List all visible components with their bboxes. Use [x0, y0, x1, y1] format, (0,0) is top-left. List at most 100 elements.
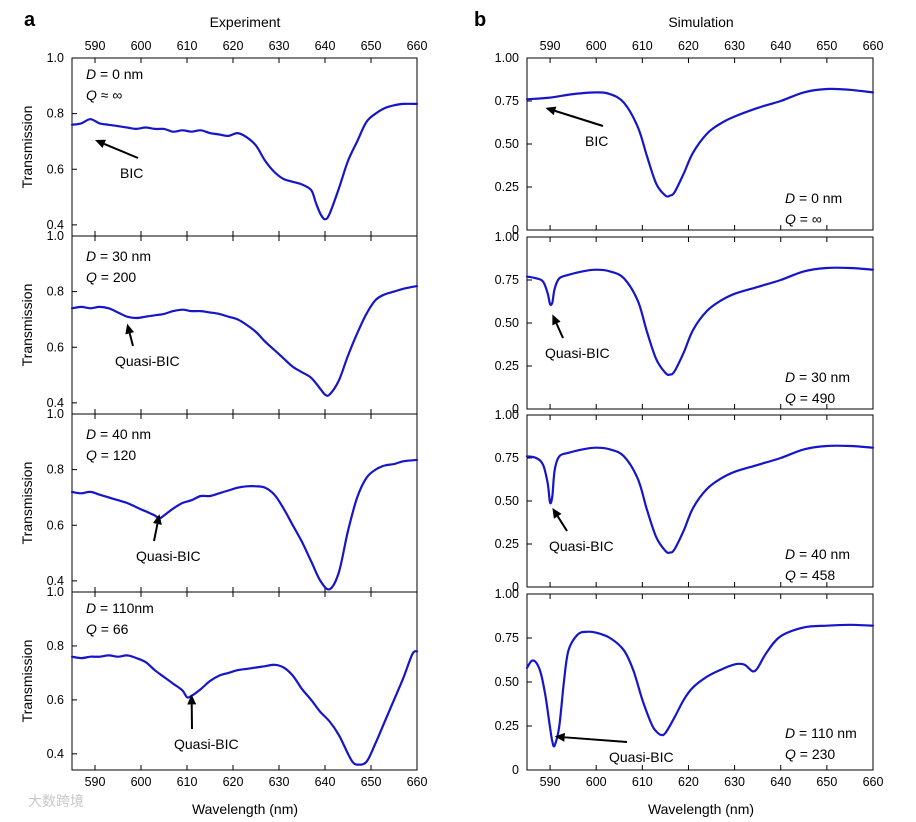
y-tick-label: 0.4: [47, 218, 64, 232]
q-value: ≈ ∞: [97, 87, 122, 103]
y-axis-label: Transmission: [19, 640, 35, 723]
q-symbol: Q: [86, 447, 97, 463]
q-annotation: Q = 66: [86, 621, 129, 637]
pointer-arrow: [564, 736, 628, 743]
d-annotation: D = 0 nm: [86, 66, 143, 82]
panel-exp-1: 0.4 0.6 0.8 1.0 Transmission D = 30 nm Q = 200…: [19, 229, 419, 415]
spectrum-line: [70, 458, 419, 591]
q-value: = 458: [796, 567, 836, 583]
x-tick-label: 610: [632, 39, 653, 53]
panels-container: 0.4 0.6 0.8 1.0 590 600 610 620 630 640 650 660 Tran…: [19, 39, 883, 789]
y-tick-label: 0.75: [495, 273, 519, 287]
arrow-head: [125, 323, 135, 335]
watermark: 大数跨境: [28, 794, 84, 810]
q-symbol: Q: [785, 211, 796, 227]
y-tick-label: 0.8: [47, 639, 64, 653]
y-tick-label: 1.0: [47, 51, 64, 65]
d-symbol: D: [86, 600, 96, 616]
x-tick-label: 600: [131, 775, 152, 789]
y-tick-label: 0.6: [47, 518, 64, 532]
y-tick-label: 0.6: [47, 693, 64, 707]
pointer-arrow: [128, 333, 134, 347]
x-tick-label: 660: [407, 775, 428, 789]
d-value: = 0 nm: [96, 66, 143, 82]
x-tick-label: 660: [863, 775, 884, 789]
spectrum-line: [70, 650, 419, 766]
panel-exp-3: 0.4 0.6 0.8 1.0 590 600 610 620 630 640 650 660 Tran…: [19, 585, 427, 789]
y-tick-label: 0.6: [47, 340, 64, 354]
d-symbol: D: [785, 546, 795, 562]
d-annotation: D = 0 nm: [785, 190, 842, 206]
spectrum-line: [525, 623, 875, 748]
y-axis-label: Transmission: [19, 106, 35, 189]
q-annotation: Q = 200: [86, 269, 136, 285]
arrow-label: Quasi-BIC: [545, 345, 610, 361]
d-value: = 110 nm: [795, 725, 857, 741]
q-value: = 66: [97, 621, 129, 637]
d-value: = 30 nm: [795, 369, 850, 385]
q-symbol: Q: [785, 746, 796, 762]
x-tick-label: 600: [586, 39, 607, 53]
y-tick-label: 1.00: [495, 587, 519, 601]
panel-sim-1: 0 0.25 0.50 0.75 1.00 D = 30 nm Q = 490 Quasi-B…: [495, 230, 875, 416]
y-axis-label: Transmission: [19, 284, 35, 367]
x-tick-label: 620: [223, 775, 244, 789]
d-value: = 0 nm: [795, 190, 842, 206]
d-value: = 40 nm: [795, 546, 850, 562]
panel-sim-0: 0 0.25 0.50 0.75 1.00 590 600 610 620 630 640 650 66…: [495, 39, 884, 237]
q-value: = 200: [97, 269, 137, 285]
d-annotation: D = 40 nm: [86, 426, 151, 442]
x-tick-label: 640: [770, 39, 791, 53]
y-tick-label: 1.00: [495, 51, 519, 65]
y-tick-label: 0: [512, 580, 519, 594]
x-tick-label: 610: [632, 775, 653, 789]
d-symbol: D: [86, 66, 96, 82]
x-tick-label: 620: [678, 775, 699, 789]
d-symbol: D: [785, 369, 795, 385]
arrow-head: [552, 507, 562, 519]
q-symbol: Q: [86, 269, 97, 285]
x-tick-label: 620: [678, 39, 699, 53]
y-tick-label: 0.50: [495, 316, 519, 330]
q-annotation: Q = 120: [86, 447, 136, 463]
y-tick-label: 1.0: [47, 229, 64, 243]
arrow-label: Quasi-BIC: [609, 749, 674, 765]
y-tick-label: 0.4: [47, 574, 64, 588]
experiment-column-title: Experiment: [210, 14, 281, 30]
y-tick-label: 0.25: [495, 180, 519, 194]
pointer-arrow: [153, 523, 159, 542]
y-tick-label: 0: [512, 223, 519, 237]
panel-b-label: b: [474, 9, 486, 31]
arrow-head: [552, 314, 561, 326]
x-tick-label: 630: [724, 775, 745, 789]
pointer-arrow: [103, 142, 139, 159]
d-annotation: D = 30 nm: [785, 369, 850, 385]
y-tick-label: 0.25: [495, 359, 519, 373]
x-tick-label: 650: [361, 39, 382, 53]
x-tick-label: 600: [586, 775, 607, 789]
y-tick-label: 0.50: [495, 494, 519, 508]
x-tick-label: 640: [770, 775, 791, 789]
x-tick-label: 660: [407, 39, 428, 53]
y-tick-label: 0.8: [47, 463, 64, 477]
pointer-arrow: [554, 109, 604, 127]
q-annotation: Q = 230: [785, 746, 835, 762]
spectrum-line: [525, 266, 875, 376]
arrow-head: [95, 139, 106, 149]
q-value: = ∞: [796, 211, 822, 227]
panel-exp-0: 0.4 0.6 0.8 1.0 590 600 610 620 630 640 650 660 Tran…: [19, 39, 428, 237]
y-tick-label: 0.8: [47, 285, 64, 299]
spectrum-line: [70, 102, 419, 221]
x-tick-label: 590: [540, 39, 561, 53]
pointer-arrow: [556, 515, 568, 532]
y-tick-label: 0.6: [47, 162, 64, 176]
x-tick-label: 640: [315, 39, 336, 53]
y-tick-label: 0.8: [47, 107, 64, 121]
arrow-head: [545, 106, 557, 116]
simulation-column-title: Simulation: [668, 14, 733, 30]
d-annotation: D = 40 nm: [785, 546, 850, 562]
d-value: = 40 nm: [96, 426, 151, 442]
y-tick-label: 0: [512, 402, 519, 416]
arrow-label: BIC: [585, 133, 608, 149]
arrow-label: Quasi-BIC: [115, 353, 180, 369]
